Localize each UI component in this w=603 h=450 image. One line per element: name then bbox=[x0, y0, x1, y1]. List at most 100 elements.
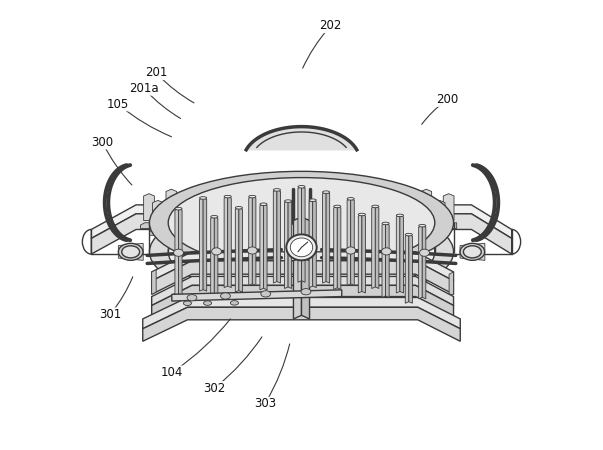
Polygon shape bbox=[143, 307, 460, 341]
Polygon shape bbox=[153, 200, 163, 227]
Polygon shape bbox=[298, 187, 302, 282]
Polygon shape bbox=[333, 207, 337, 289]
Polygon shape bbox=[400, 216, 403, 293]
Polygon shape bbox=[273, 190, 277, 283]
Ellipse shape bbox=[150, 171, 453, 274]
Polygon shape bbox=[309, 200, 313, 288]
Polygon shape bbox=[239, 208, 242, 292]
Ellipse shape bbox=[323, 191, 330, 193]
Polygon shape bbox=[91, 214, 512, 254]
Polygon shape bbox=[210, 217, 214, 297]
Ellipse shape bbox=[261, 291, 271, 297]
Polygon shape bbox=[313, 200, 316, 288]
Polygon shape bbox=[449, 272, 453, 294]
Polygon shape bbox=[347, 199, 351, 285]
Polygon shape bbox=[421, 189, 432, 216]
Polygon shape bbox=[440, 223, 456, 229]
Text: 202: 202 bbox=[320, 19, 342, 32]
Ellipse shape bbox=[382, 248, 391, 255]
Polygon shape bbox=[285, 201, 288, 288]
Polygon shape bbox=[252, 197, 256, 285]
Polygon shape bbox=[375, 207, 379, 288]
Ellipse shape bbox=[168, 178, 435, 268]
Polygon shape bbox=[371, 207, 375, 288]
Polygon shape bbox=[118, 243, 143, 261]
Ellipse shape bbox=[150, 200, 453, 303]
Polygon shape bbox=[188, 187, 199, 214]
Polygon shape bbox=[144, 194, 154, 220]
Ellipse shape bbox=[418, 225, 426, 227]
Polygon shape bbox=[358, 215, 362, 293]
Polygon shape bbox=[294, 217, 302, 254]
Polygon shape bbox=[152, 285, 453, 317]
Polygon shape bbox=[214, 217, 218, 297]
Ellipse shape bbox=[273, 189, 280, 191]
Ellipse shape bbox=[260, 203, 267, 206]
Text: 201a: 201a bbox=[129, 82, 159, 95]
Ellipse shape bbox=[371, 205, 379, 208]
Polygon shape bbox=[326, 192, 330, 283]
Text: 201: 201 bbox=[145, 67, 168, 80]
Ellipse shape bbox=[301, 288, 311, 295]
Ellipse shape bbox=[200, 197, 207, 199]
Polygon shape bbox=[91, 205, 512, 238]
Polygon shape bbox=[422, 225, 426, 299]
Ellipse shape bbox=[221, 293, 230, 299]
Ellipse shape bbox=[183, 301, 192, 306]
Ellipse shape bbox=[298, 185, 305, 188]
Polygon shape bbox=[409, 234, 412, 303]
Polygon shape bbox=[172, 290, 342, 301]
Polygon shape bbox=[163, 218, 180, 224]
Ellipse shape bbox=[285, 200, 292, 202]
Polygon shape bbox=[302, 187, 305, 282]
Polygon shape bbox=[143, 297, 460, 329]
Polygon shape bbox=[264, 204, 267, 290]
Ellipse shape bbox=[168, 207, 435, 297]
Ellipse shape bbox=[286, 234, 317, 261]
Ellipse shape bbox=[396, 214, 403, 216]
Ellipse shape bbox=[204, 301, 212, 306]
Text: 104: 104 bbox=[160, 366, 183, 379]
Ellipse shape bbox=[224, 195, 232, 198]
Polygon shape bbox=[152, 261, 453, 294]
Ellipse shape bbox=[230, 301, 238, 305]
Polygon shape bbox=[178, 209, 182, 297]
Polygon shape bbox=[224, 197, 228, 288]
Text: 303: 303 bbox=[254, 397, 276, 410]
Ellipse shape bbox=[175, 207, 182, 210]
Polygon shape bbox=[235, 208, 239, 292]
Text: 301: 301 bbox=[99, 308, 121, 321]
Polygon shape bbox=[351, 199, 355, 285]
Polygon shape bbox=[248, 197, 252, 285]
Polygon shape bbox=[150, 230, 166, 235]
Ellipse shape bbox=[309, 199, 316, 202]
Ellipse shape bbox=[358, 213, 365, 216]
Polygon shape bbox=[418, 225, 422, 299]
Ellipse shape bbox=[463, 246, 481, 258]
Ellipse shape bbox=[347, 198, 355, 200]
Polygon shape bbox=[200, 198, 203, 291]
Ellipse shape bbox=[235, 207, 242, 209]
Polygon shape bbox=[405, 234, 409, 303]
Polygon shape bbox=[431, 230, 448, 235]
Ellipse shape bbox=[174, 249, 183, 256]
Ellipse shape bbox=[248, 195, 256, 198]
Polygon shape bbox=[337, 207, 341, 289]
Text: 105: 105 bbox=[107, 98, 129, 111]
Polygon shape bbox=[140, 223, 157, 229]
Polygon shape bbox=[443, 194, 454, 220]
Polygon shape bbox=[294, 257, 302, 319]
Ellipse shape bbox=[247, 247, 257, 254]
Polygon shape bbox=[152, 270, 156, 294]
Polygon shape bbox=[302, 257, 309, 319]
Polygon shape bbox=[302, 217, 309, 254]
Polygon shape bbox=[434, 200, 445, 227]
Text: 300: 300 bbox=[92, 136, 113, 149]
Polygon shape bbox=[152, 252, 453, 281]
Polygon shape bbox=[288, 201, 292, 288]
Polygon shape bbox=[152, 276, 453, 306]
Ellipse shape bbox=[187, 295, 197, 301]
Polygon shape bbox=[246, 126, 357, 150]
Polygon shape bbox=[382, 224, 385, 297]
Polygon shape bbox=[203, 198, 207, 291]
